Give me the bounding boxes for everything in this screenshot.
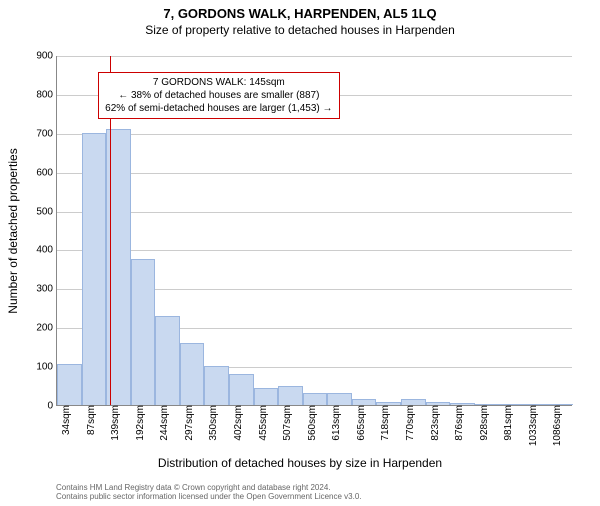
footer-line: Contains public sector information licen… <box>56 492 362 502</box>
histogram-bar <box>303 393 328 405</box>
y-tick-label: 900 <box>36 51 57 62</box>
annotation-line: 62% of semi-detached houses are larger (… <box>105 102 332 115</box>
x-tick-label: 34sqm <box>59 405 72 435</box>
x-tick-label: 981sqm <box>501 405 514 441</box>
x-tick-label: 613sqm <box>329 405 342 441</box>
y-tick-label: 400 <box>36 245 57 256</box>
chart-title: 7, GORDONS WALK, HARPENDEN, AL5 1LQ <box>0 6 600 21</box>
annotation-box: 7 GORDONS WALK: 145sqm← 38% of detached … <box>98 72 339 119</box>
y-tick-label: 200 <box>36 323 57 334</box>
histogram-bar <box>278 386 303 405</box>
x-tick-label: 192sqm <box>133 405 146 441</box>
x-tick-label: 139sqm <box>108 405 121 441</box>
grid-line <box>57 56 572 57</box>
x-tick-label: 718sqm <box>378 405 391 441</box>
y-tick-label: 0 <box>47 401 57 412</box>
histogram-bar <box>180 343 205 405</box>
y-axis-label: Number of detached properties <box>6 148 20 313</box>
annotation-line: 7 GORDONS WALK: 145sqm <box>105 76 332 89</box>
x-axis-label: Distribution of detached houses by size … <box>0 456 600 470</box>
x-tick-label: 560sqm <box>305 405 318 441</box>
x-tick-label: 402sqm <box>231 405 244 441</box>
y-tick-label: 600 <box>36 167 57 178</box>
histogram-bar <box>155 316 180 405</box>
annotation-line: ← 38% of detached houses are smaller (88… <box>105 89 332 102</box>
grid-line <box>57 250 572 251</box>
y-tick-label: 800 <box>36 89 57 100</box>
footer-line: Contains HM Land Registry data © Crown c… <box>56 483 362 493</box>
histogram-bar <box>254 388 279 406</box>
histogram-bar <box>229 374 254 405</box>
x-tick-label: 665sqm <box>354 405 367 441</box>
chart-container: 7, GORDONS WALK, HARPENDEN, AL5 1LQ Size… <box>0 6 600 506</box>
grid-line <box>57 134 572 135</box>
chart-subtitle: Size of property relative to detached ho… <box>0 23 600 37</box>
histogram-bar <box>82 133 107 405</box>
histogram-bar <box>57 364 82 405</box>
x-tick-label: 1086sqm <box>550 405 563 446</box>
x-tick-label: 928sqm <box>477 405 490 441</box>
plot-area: 010020030040050060070080090034sqm87sqm13… <box>56 56 572 406</box>
x-tick-label: 350sqm <box>206 405 219 441</box>
histogram-bar <box>131 259 156 405</box>
histogram-bar <box>327 393 352 405</box>
y-tick-label: 100 <box>36 362 57 373</box>
x-tick-label: 507sqm <box>280 405 293 441</box>
x-tick-label: 244sqm <box>157 405 170 441</box>
footer-attribution: Contains HM Land Registry data © Crown c… <box>56 483 362 502</box>
x-tick-label: 770sqm <box>403 405 416 441</box>
x-tick-label: 1033sqm <box>526 405 539 446</box>
grid-line <box>57 212 572 213</box>
x-tick-label: 823sqm <box>428 405 441 441</box>
y-tick-label: 700 <box>36 128 57 139</box>
x-tick-label: 87sqm <box>84 405 97 435</box>
histogram-bar <box>204 366 229 405</box>
y-tick-label: 500 <box>36 206 57 217</box>
x-tick-label: 876sqm <box>452 405 465 441</box>
x-tick-label: 297sqm <box>182 405 195 441</box>
grid-line <box>57 173 572 174</box>
y-tick-label: 300 <box>36 284 57 295</box>
x-tick-label: 455sqm <box>256 405 269 441</box>
